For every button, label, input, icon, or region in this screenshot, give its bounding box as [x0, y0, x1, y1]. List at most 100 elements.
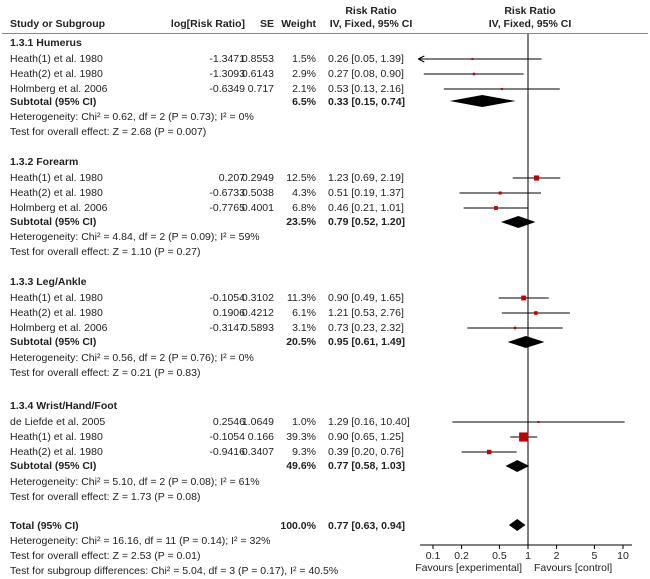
study-weight: 39.3% [286, 431, 316, 443]
study-logrr: -0.6733 [209, 187, 245, 199]
study-weight: 2.9% [292, 68, 316, 80]
subtotal-diamond-g2 [501, 216, 536, 228]
study-marker-g4-s1 [537, 421, 540, 423]
study-se: 0.5038 [241, 187, 274, 199]
study-logrr: -0.6349 [209, 83, 245, 95]
study-weight: 2.1% [292, 83, 316, 95]
study-name: Holmberg et al. 2006 [10, 83, 108, 95]
overall-effect-text: Test for overall effect: Z = 2.68 (P = 0… [10, 126, 207, 138]
study-name: Heath(1) et al. 1980 [10, 53, 103, 65]
study-marker-g1-s1 [471, 58, 474, 60]
study-name: Heath(2) et al. 1980 [10, 446, 103, 458]
study-marker-g1-s3 [500, 87, 503, 91]
study-ci: 0.90 [0.49, 1.65] [328, 292, 404, 304]
subtotal-label: Subtotal (95% CI) [10, 96, 97, 108]
study-ci: 0.46 [0.21, 1.01] [328, 202, 404, 214]
overall-effect-text: Test for overall effect: Z = 1.73 (P = 0… [10, 491, 201, 503]
group-title: 1.3.3 Leg/Ankle [10, 276, 87, 288]
group-title: 1.3.2 Forearm [10, 156, 79, 168]
heterogeneity-text: Heterogeneity: Chi² = 4.84, df = 2 (P = … [10, 231, 260, 243]
study-logrr: -1.3471 [209, 53, 245, 65]
study-name: Heath(1) et al. 1980 [10, 431, 103, 443]
study-se: 0.8553 [241, 53, 274, 65]
study-weight: 9.3% [292, 446, 316, 458]
x-tick-label: 0.1 [426, 550, 441, 562]
study-logrr: -0.3147 [209, 322, 245, 334]
subtotal-diamond-g1 [449, 95, 516, 107]
study-name: Holmberg et al. 2006 [10, 202, 108, 214]
heterogeneity-text: Heterogeneity: Chi² = 5.10, df = 2 (P = … [10, 476, 260, 488]
total-heterogeneity-text: Heterogeneity: Chi² = 16.16, df = 11 (P … [10, 535, 271, 547]
x-tick-label: 2 [554, 550, 560, 562]
study-weight: 3.1% [292, 322, 316, 334]
subtotal-label: Subtotal (95% CI) [10, 460, 97, 472]
study-name: Holmberg et al. 2006 [10, 322, 108, 334]
study-marker-g2-s3 [494, 206, 498, 210]
subtotal-ci: 0.79 [0.52, 1.20] [328, 216, 406, 228]
col-header-study: Study or Subgroup [10, 18, 106, 30]
study-logrr: -0.1054 [209, 431, 245, 443]
study-se: 0.166 [247, 431, 274, 443]
subtotal-diamond-g4 [505, 460, 530, 472]
study-marker-g3-s2 [534, 311, 538, 315]
total-weight: 100.0% [280, 520, 316, 532]
study-logrr: -0.7765 [209, 202, 245, 214]
study-logrr: -0.9416 [209, 446, 245, 458]
study-weight: 11.3% [287, 292, 316, 304]
heterogeneity-text: Heterogeneity: Chi² = 0.62, df = 2 (P = … [10, 111, 254, 123]
study-name: Heath(2) et al. 1980 [10, 187, 103, 199]
overall-effect-text: Test for overall effect: Z = 0.21 (P = 0… [10, 367, 201, 379]
study-ci: 0.90 [0.65, 1.25] [328, 431, 404, 443]
x-label-left: Favours [experimental] [415, 562, 522, 574]
heterogeneity-text: Heterogeneity: Chi² = 0.56, df = 2 (P = … [10, 352, 254, 364]
study-marker-g2-s2 [498, 191, 502, 195]
study-logrr: 0.2546 [212, 416, 245, 428]
study-logrr: -1.3093 [209, 68, 245, 80]
study-ci: 0.39 [0.20, 0.76] [328, 446, 404, 458]
study-marker-g3-s3 [513, 326, 517, 330]
study-name: Heath(2) et al. 1980 [10, 68, 103, 80]
study-logrr: -0.1054 [209, 292, 245, 304]
study-ci: 0.26 [0.05, 1.39] [328, 53, 404, 65]
subtotal-label: Subtotal (95% CI) [10, 216, 97, 228]
subgroup-differences-text: Test for subgroup differences: Chi² = 5.… [10, 565, 339, 577]
study-weight: 1.5% [292, 53, 316, 65]
ci-arrow-g1-s1 [418, 55, 425, 63]
plot-header-top: Risk Ratio [504, 5, 556, 17]
total-label: Total (95% CI) [10, 520, 79, 532]
study-weight: 1.0% [292, 416, 316, 428]
study-se: 0.4001 [241, 202, 274, 214]
plot-header-sub: IV, Fixed, 95% CI [488, 18, 572, 30]
study-ci: 0.53 [0.13, 2.16] [328, 83, 404, 95]
subtotal-ci: 0.33 [0.15, 0.74] [328, 96, 406, 108]
study-ci: 0.73 [0.23, 2.32] [328, 322, 404, 334]
study-se: 0.4212 [241, 307, 274, 319]
study-ci: 1.23 [0.69, 2.19] [328, 172, 404, 184]
col-header-rr-sub: IV, Fixed, 95% CI [329, 18, 413, 30]
study-weight: 4.3% [292, 187, 316, 199]
subtotal-ci: 0.77 [0.58, 1.03] [328, 460, 406, 472]
col-header-logrr: log[Risk Ratio] [170, 18, 245, 30]
study-ci: 1.21 [0.53, 2.76] [328, 307, 404, 319]
study-ci: 1.29 [0.16, 10.40] [328, 416, 410, 428]
study-name: Heath(2) et al. 1980 [10, 307, 103, 319]
col-header-se: SE [259, 18, 274, 30]
x-tick-label: 0.5 [492, 550, 507, 562]
study-se: 0.2949 [241, 172, 274, 184]
group-title: 1.3.4 Wrist/Hand/Foot [10, 400, 118, 412]
total-overall-effect-text: Test for overall effect: Z = 2.53 (P = 0… [10, 550, 201, 562]
col-header-weight: Weight [281, 18, 316, 30]
header-divider [2, 33, 648, 34]
x-tick-label: 10 [617, 550, 629, 562]
study-marker-g2-s1 [533, 175, 540, 181]
study-weight: 12.5% [286, 172, 316, 184]
study-weight: 6.1% [292, 307, 316, 319]
study-marker-g4-s3 [486, 449, 492, 455]
study-name: Heath(1) et al. 1980 [10, 292, 103, 304]
x-tick-label: 5 [591, 550, 597, 562]
study-se: 0.6143 [241, 68, 274, 80]
study-name: de Liefde et al. 2005 [10, 416, 106, 428]
study-se: 0.3407 [241, 446, 274, 458]
col-header-rr-top: Risk Ratio [345, 5, 397, 17]
total-ci: 0.77 [0.63, 0.94] [328, 520, 406, 532]
